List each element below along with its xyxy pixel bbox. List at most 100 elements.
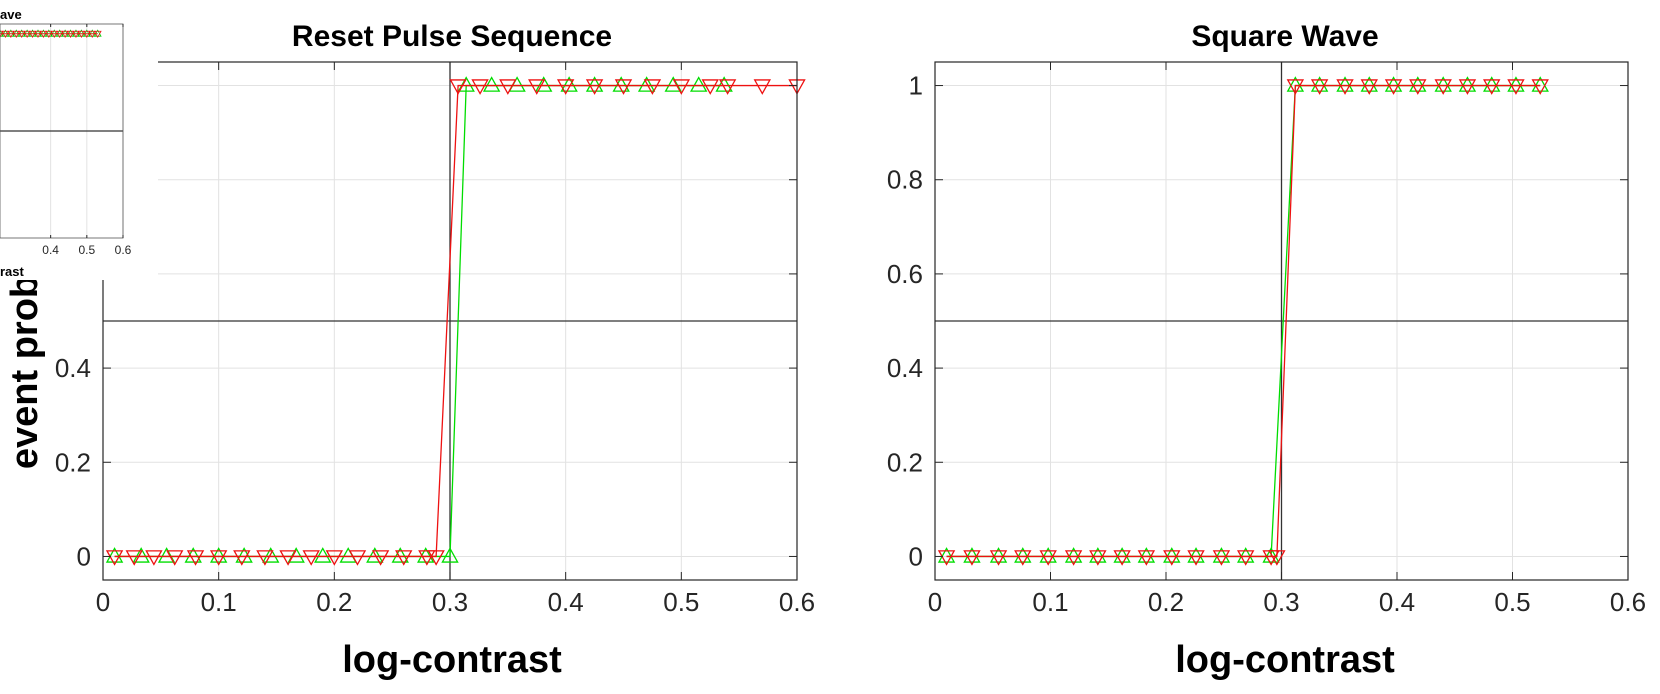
data-point [132,547,150,563]
data-point [1531,79,1549,95]
data-point [1064,547,1083,563]
x-tick-label: 0.1 [201,587,237,617]
chart-reset-pulse-sequence: Reset Pulse Sequence 0 0.1 0.2 0.3 0.4 0.5 0.6… [55,20,815,681]
data-point [6,30,15,39]
data-point [937,547,956,563]
data-point [1360,79,1378,95]
inset-background [0,0,158,280]
data-point [989,550,1008,566]
data-point [1236,547,1255,563]
y-tick-label: 0.8 [887,165,923,195]
data-point [1384,76,1403,92]
data-point [325,550,344,566]
series-layer [937,76,1549,566]
data-point [449,79,467,95]
data-point [1212,547,1231,563]
data-point [1,29,10,37]
chart-title: Square Wave [1191,20,1378,53]
data-point [66,29,75,37]
data-point [66,30,75,39]
data-point [209,547,228,563]
y-tick-label: 0.2 [55,447,91,477]
data-point [1483,76,1501,92]
data-point [560,76,578,92]
data-point [17,29,26,37]
data-point [1336,79,1354,95]
data-point [77,29,86,37]
data-point [1137,547,1156,563]
data-point [1014,547,1032,563]
chart-square-wave: Square Wave 0 0.1 0.2 0.3 0.4 0.5 0.6 0 0.2 0.4 0.… [887,20,1646,681]
x-tick-label: 0.5 [1494,587,1530,617]
data-point [61,30,70,39]
data-point [937,550,956,566]
x-tick-label: 0 [96,587,110,617]
data-point [1434,79,1452,95]
data-point [39,29,48,37]
data-point [1409,79,1427,95]
data-point [1039,550,1057,566]
data-point [279,550,297,566]
x-axis-label: log-contrast [1175,639,1395,681]
data-point [534,76,553,92]
data-point [482,76,501,92]
data-point [1262,547,1280,563]
data-point [1384,79,1403,95]
chart-title: Reset Pulse Sequence [292,20,612,53]
data-point [1458,76,1477,92]
data-point [235,547,253,563]
data-point [366,547,384,563]
data-point [186,550,205,566]
data-point [88,30,97,39]
data-point [528,79,546,95]
x-tick-label: 0.3 [1263,587,1299,617]
data-point [1187,547,1205,563]
data-point [17,30,26,39]
data-point [441,547,459,563]
data-point [418,550,436,566]
data-point [1212,550,1231,566]
x-axis-label: log-contrast [342,639,562,681]
data-point [82,29,91,37]
data-point [1039,547,1057,563]
y-axis-label: event prob [4,275,46,469]
data-point [314,547,332,563]
y-tick-label: 0.2 [887,447,923,477]
inset-tick-layer: 0.4 0.5 0.6 [42,24,132,257]
data-point [989,547,1008,563]
data-point [157,547,176,563]
data-point [12,30,21,39]
data-point [1014,550,1032,566]
data-point [93,29,102,37]
data-point [457,76,475,92]
x-tick-label: 0.2 [316,587,352,617]
tick-layer: 0 0.1 0.2 0.3 0.4 0.5 0.6 0 0.2 0.4 0.6 0.8 1 [887,62,1646,617]
data-point [499,79,517,95]
data-point [71,29,80,37]
x-tick-label: 0.4 [42,243,59,257]
data-point [395,550,413,566]
inset-title: ave [0,7,22,22]
data-point [50,30,59,39]
data-point [614,79,633,95]
data-point [1336,76,1354,92]
data-point [1360,76,1378,92]
data-point [664,76,682,92]
data-point [1163,547,1181,563]
data-point [585,76,604,92]
data-point [1310,76,1329,92]
data-point [391,547,409,563]
data-point [556,79,575,95]
data-point [256,550,274,566]
inset-axes-box [0,23,124,239]
x-tick-label: 0.5 [78,243,95,257]
data-point [471,79,489,95]
data-point [184,547,202,563]
inset-x-label: rast [0,264,25,279]
data-point [1268,550,1286,566]
series-line-1 [114,84,797,558]
data-point [262,547,280,563]
data-point [93,30,102,39]
data-point [88,29,97,37]
data-point [1089,547,1107,563]
